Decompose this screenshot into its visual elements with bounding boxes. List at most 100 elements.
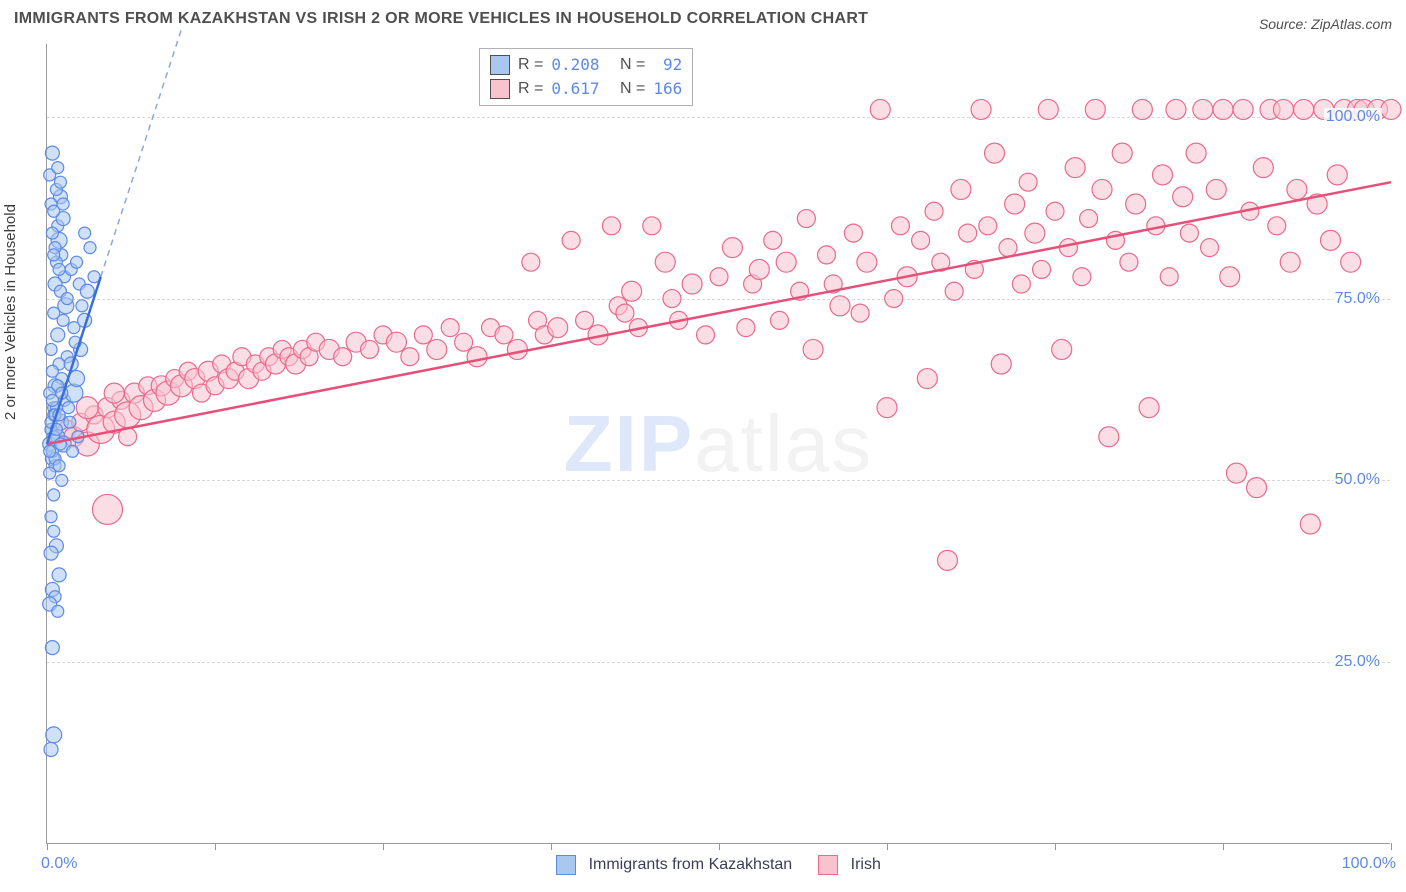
scatter-point xyxy=(455,333,473,351)
scatter-point xyxy=(1052,339,1072,359)
pink-n-value: 166 xyxy=(653,77,682,101)
scatter-point xyxy=(1046,202,1064,220)
scatter-point xyxy=(71,256,83,268)
scatter-point xyxy=(991,354,1011,374)
scatter-point xyxy=(334,348,352,366)
scatter-point xyxy=(622,281,642,301)
stats-legend-box: R = 0.208 N = 92 R = 0.617 N = 166 xyxy=(479,48,693,106)
scatter-point xyxy=(84,242,96,254)
scatter-point xyxy=(1080,210,1098,228)
swatch-blue-icon xyxy=(490,55,510,75)
blue-n-value: 92 xyxy=(653,53,682,77)
scatter-point xyxy=(1273,99,1293,119)
scatter-point xyxy=(912,231,930,249)
scatter-point xyxy=(414,326,432,344)
swatch-pink-icon xyxy=(490,79,510,99)
scatter-point xyxy=(441,319,459,337)
scatter-point xyxy=(54,176,66,188)
y-tick-label: 75.0% xyxy=(1333,290,1382,308)
scatter-point xyxy=(52,605,64,617)
scatter-point xyxy=(722,238,742,258)
legend-item-blue: Immigrants from Kazakhstan xyxy=(556,855,792,875)
scatter-point xyxy=(361,340,379,358)
r-label: R = xyxy=(518,53,543,77)
scatter-point xyxy=(1180,224,1198,242)
scatter-point xyxy=(844,224,862,242)
scatter-point xyxy=(45,146,59,160)
scatter-point xyxy=(851,304,869,322)
scatter-point xyxy=(1160,268,1178,286)
scatter-point xyxy=(764,231,782,249)
scatter-point xyxy=(48,489,60,501)
scatter-point xyxy=(57,198,69,210)
x-tick xyxy=(719,843,720,850)
scatter-point xyxy=(1153,165,1173,185)
scatter-point xyxy=(985,143,1005,163)
scatter-point xyxy=(1247,478,1267,498)
scatter-point xyxy=(1193,99,1213,119)
scatter-point xyxy=(1253,158,1273,178)
scatter-point xyxy=(1294,99,1314,119)
scatter-point xyxy=(1073,268,1091,286)
scatter-point xyxy=(386,332,406,352)
scatter-point xyxy=(44,546,58,560)
source-attribution: Source: ZipAtlas.com xyxy=(1259,16,1392,32)
scatter-point xyxy=(616,304,634,322)
scatter-point xyxy=(1139,398,1159,418)
scatter-point xyxy=(1201,239,1219,257)
x-tick xyxy=(383,843,384,850)
scatter-point xyxy=(92,494,122,524)
scatter-point xyxy=(48,525,60,537)
scatter-point xyxy=(1085,99,1105,119)
scatter-point xyxy=(803,339,823,359)
scatter-point xyxy=(45,343,57,355)
chart-title: IMMIGRANTS FROM KAZAKHSTAN VS IRISH 2 OR… xyxy=(14,10,868,28)
scatter-point xyxy=(1300,514,1320,534)
scatter-point xyxy=(971,99,991,119)
scatter-point xyxy=(891,217,909,235)
swatch-blue-icon xyxy=(556,855,576,875)
scatter-point xyxy=(1268,217,1286,235)
scatter-point xyxy=(1059,239,1077,257)
trend-line xyxy=(47,182,1391,444)
scatter-point xyxy=(1213,99,1233,119)
legend-blue-label: Immigrants from Kazakhstan xyxy=(589,856,793,873)
scatter-point xyxy=(45,511,57,523)
scatter-point xyxy=(877,398,897,418)
scatter-point xyxy=(53,263,65,275)
blue-r-value: 0.208 xyxy=(551,53,599,77)
scatter-point xyxy=(76,300,88,312)
y-tick-label: 100.0% xyxy=(1324,108,1382,126)
scatter-point xyxy=(1206,179,1226,199)
scatter-point xyxy=(1025,223,1045,243)
x-tick xyxy=(1055,843,1056,850)
scatter-point xyxy=(1280,252,1300,272)
scatter-point xyxy=(80,284,94,298)
scatter-point xyxy=(885,290,903,308)
scatter-point xyxy=(427,339,447,359)
bottom-legend: Immigrants from Kazakhstan Irish xyxy=(47,855,1390,875)
scatter-point xyxy=(104,383,124,403)
x-tick xyxy=(887,843,888,850)
chart-container: IMMIGRANTS FROM KAZAKHSTAN VS IRISH 2 OR… xyxy=(0,0,1406,892)
n-label: N = xyxy=(620,53,645,77)
x-tick xyxy=(47,843,48,850)
scatter-point xyxy=(548,318,568,338)
scatter-point xyxy=(64,416,76,428)
scatter-point xyxy=(507,339,527,359)
scatter-point xyxy=(655,252,675,272)
scatter-point xyxy=(1126,194,1146,214)
scatter-point xyxy=(663,290,681,308)
scatter-point xyxy=(999,239,1017,257)
scatter-point xyxy=(57,314,69,326)
y-axis-label: 2 or more Vehicles in Household xyxy=(2,204,19,420)
n-label: N = xyxy=(620,77,645,101)
scatter-point xyxy=(1287,179,1307,199)
scatter-point xyxy=(576,311,594,329)
scatter-point xyxy=(945,282,963,300)
scatter-point xyxy=(45,641,59,655)
scatter-point xyxy=(797,210,815,228)
scatter-point xyxy=(52,162,64,174)
x-tick xyxy=(1223,843,1224,850)
stats-row-blue: R = 0.208 N = 92 xyxy=(490,53,682,77)
